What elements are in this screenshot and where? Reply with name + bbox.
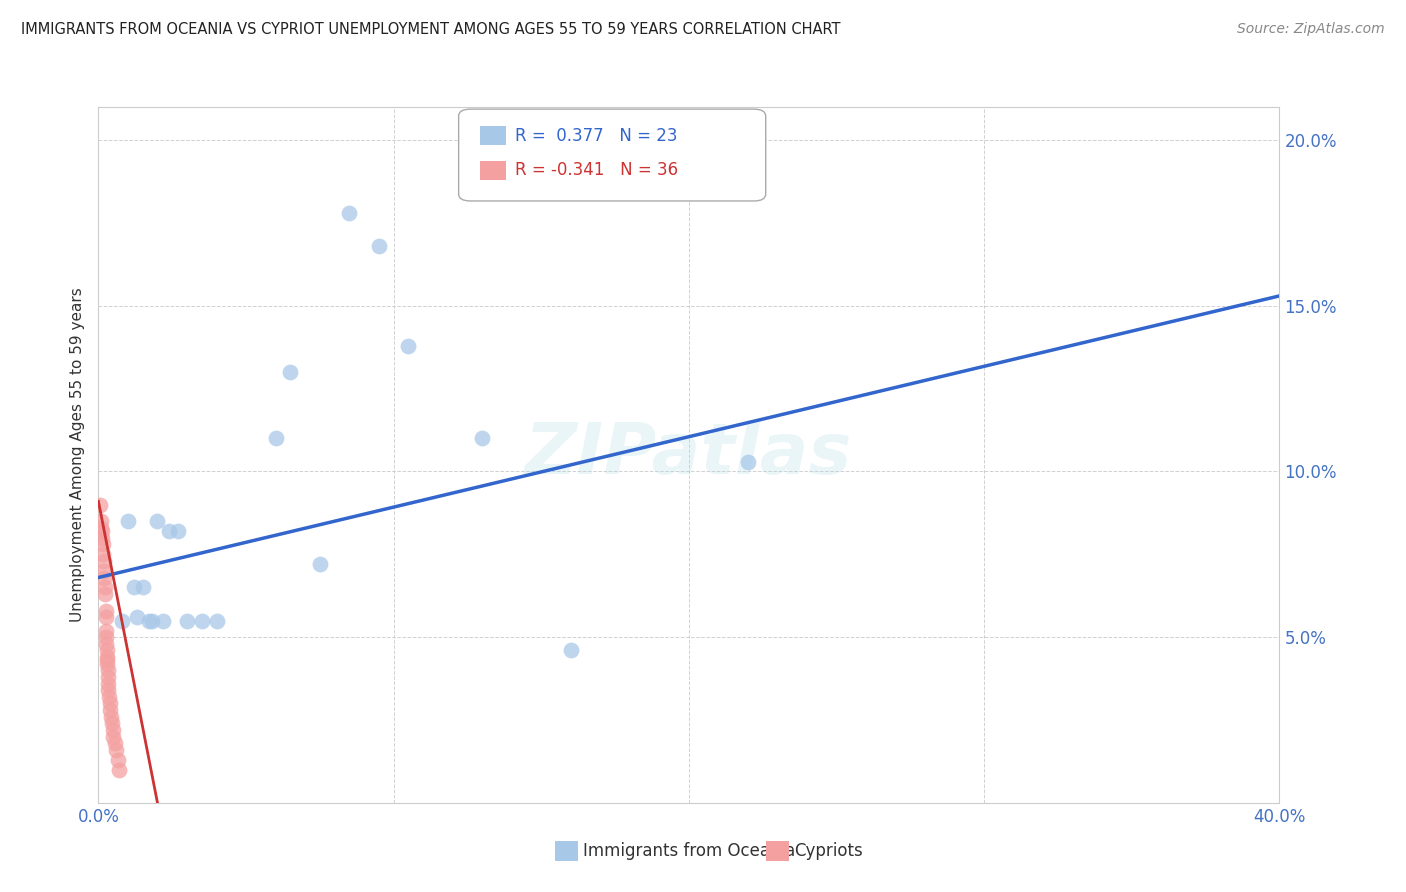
- Point: [103, 730, 125, 744]
- Point: [125, 610, 148, 624]
- Text: Cypriots: Cypriots: [794, 842, 863, 860]
- Point: [91, 524, 114, 538]
- Point: [96, 653, 118, 667]
- Point: [94, 604, 117, 618]
- Text: R = -0.341   N = 36: R = -0.341 N = 36: [516, 161, 679, 179]
- Point: [100, 716, 122, 731]
- Point: [396, 338, 419, 352]
- Point: [90, 514, 112, 528]
- Point: [132, 581, 155, 595]
- Point: [100, 709, 122, 723]
- Text: R =  0.377   N = 23: R = 0.377 N = 23: [516, 127, 678, 145]
- Point: [93, 564, 115, 578]
- Point: [105, 743, 128, 757]
- Point: [176, 614, 198, 628]
- Text: IMMIGRANTS FROM OCEANIA VS CYPRIOT UNEMPLOYMENT AMONG AGES 55 TO 59 YEARS CORREL: IMMIGRANTS FROM OCEANIA VS CYPRIOT UNEMP…: [21, 22, 841, 37]
- Point: [138, 614, 160, 628]
- FancyBboxPatch shape: [479, 161, 506, 180]
- Point: [152, 614, 174, 628]
- Point: [96, 630, 118, 644]
- Point: [205, 614, 228, 628]
- Text: Source: ZipAtlas.com: Source: ZipAtlas.com: [1237, 22, 1385, 37]
- Point: [90, 521, 112, 535]
- Point: [97, 676, 120, 690]
- Point: [94, 624, 117, 638]
- Point: [93, 554, 115, 568]
- Point: [122, 581, 145, 595]
- Point: [97, 690, 120, 704]
- Point: [97, 683, 120, 698]
- Point: [104, 736, 127, 750]
- Point: [111, 614, 134, 628]
- Point: [167, 524, 190, 538]
- Point: [107, 753, 129, 767]
- Point: [108, 763, 131, 777]
- FancyBboxPatch shape: [479, 126, 506, 145]
- Point: [89, 498, 111, 512]
- Point: [93, 570, 115, 584]
- FancyBboxPatch shape: [458, 109, 766, 201]
- Point: [97, 663, 120, 677]
- Point: [93, 581, 115, 595]
- Point: [91, 537, 114, 551]
- Point: [471, 431, 494, 445]
- Point: [94, 587, 117, 601]
- Point: [368, 239, 391, 253]
- Point: [117, 514, 139, 528]
- Point: [157, 524, 180, 538]
- Point: [737, 454, 759, 468]
- Point: [97, 670, 120, 684]
- Point: [141, 614, 163, 628]
- Point: [96, 657, 118, 671]
- Point: [191, 614, 214, 628]
- Point: [94, 610, 117, 624]
- Point: [309, 558, 332, 572]
- Point: [96, 650, 118, 665]
- Point: [264, 431, 287, 445]
- Point: [101, 723, 124, 737]
- Text: ZIPatlas: ZIPatlas: [526, 420, 852, 490]
- Point: [96, 637, 118, 651]
- Point: [146, 514, 169, 528]
- Point: [96, 643, 118, 657]
- Point: [278, 365, 302, 379]
- Y-axis label: Unemployment Among Ages 55 to 59 years: Unemployment Among Ages 55 to 59 years: [69, 287, 84, 623]
- Point: [91, 547, 114, 561]
- Text: Immigrants from Oceania: Immigrants from Oceania: [583, 842, 796, 860]
- Point: [98, 703, 121, 717]
- Point: [91, 531, 114, 545]
- Point: [560, 643, 582, 657]
- Point: [98, 697, 121, 711]
- Point: [337, 206, 360, 220]
